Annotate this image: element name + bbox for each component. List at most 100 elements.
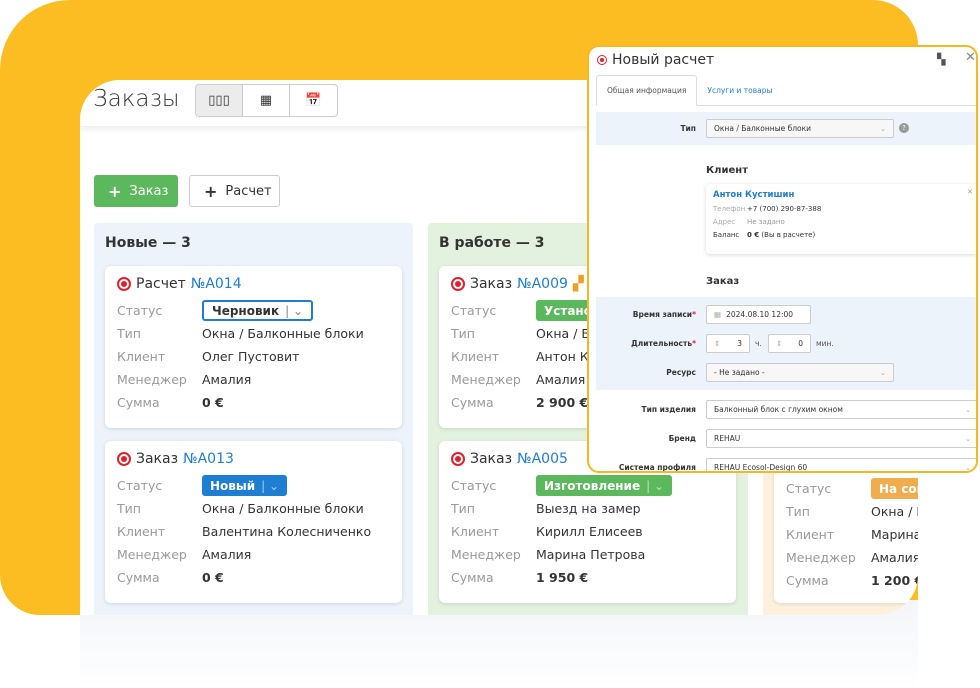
client-heading: Клиент — [706, 165, 748, 176]
status-dropdown[interactable]: Черновик | ⌄ — [202, 300, 314, 321]
type-value: Окна / Балконные блоки — [202, 326, 364, 341]
chevron-down-icon: ⌄ — [965, 463, 971, 472]
close-icon[interactable]: ✕ — [965, 50, 976, 65]
product-select[interactable]: Балконный блок с глухим окном ⌄ — [706, 400, 976, 419]
type-value: Окна / Балконные блоки — [202, 501, 364, 516]
plus-icon: + — [204, 181, 218, 201]
table-view-button[interactable]: ▦ — [243, 85, 290, 116]
balance-note: (Вы в расчете) — [761, 231, 816, 239]
tab-services-goods[interactable]: Услуги и товары — [707, 86, 773, 95]
status-label: Статус — [117, 303, 163, 318]
kanban-icon: ▯▯▯ — [208, 93, 230, 108]
plus-icon: + — [108, 181, 122, 201]
client-remove-icon[interactable]: ✕ — [967, 188, 973, 196]
order-card[interactable]: Заказ №A005 Статус Изготовление | ⌄ Тип Выезд … — [439, 441, 736, 603]
card-number-link[interactable]: №A009 — [517, 276, 568, 292]
status-value: Новый — [210, 478, 256, 493]
status-dropdown[interactable]: Новый | ⌄ — [202, 475, 288, 496]
profile-select[interactable]: REHAU Ecosol-Design 60 ⌄ — [706, 458, 976, 472]
card-kind: Заказ — [470, 451, 513, 467]
sum-label: Сумма — [451, 570, 494, 585]
card-title: Заказ №A009 ▞ — [451, 276, 724, 292]
client-label: Клиент — [117, 524, 166, 539]
status-label: Статус — [786, 481, 832, 496]
type-label: Тип — [451, 501, 475, 516]
hours-value: 3 — [737, 339, 742, 348]
status-value: Черновик — [212, 303, 280, 318]
modal-title: Новый расчет — [597, 52, 714, 68]
add-order-label: Заказ — [129, 183, 169, 199]
help-icon[interactable]: ? — [899, 123, 909, 133]
manager-value: Амалия — [202, 372, 252, 387]
client-value: Олег Пустовит — [202, 349, 300, 364]
phone-value: +7 (700) 290-87-388 — [747, 205, 822, 213]
manager-label: Менеджер — [451, 372, 521, 387]
resource-value: - Не задано - — [714, 368, 765, 377]
client-label: Клиент — [786, 527, 835, 542]
type-label: Тип — [117, 501, 141, 516]
add-order-button[interactable]: + Заказ — [94, 175, 178, 207]
sum-label: Сумма — [117, 570, 160, 585]
add-estimate-label: Расчет — [225, 183, 272, 199]
hours-stepper[interactable]: ⇕ 3 — [706, 334, 750, 353]
product-label: Тип изделия — [641, 405, 697, 414]
time-label: Время записи* — [632, 310, 696, 319]
sum-value: 2 900 € — [536, 395, 589, 410]
card-number-link[interactable]: №A005 — [517, 451, 568, 467]
type-label: Тип — [680, 124, 696, 133]
status-dropdown[interactable]: Изготовление | ⌄ — [536, 475, 673, 496]
manager-value: Амалия — [202, 547, 252, 562]
type-value: Выезд на замер — [536, 501, 641, 516]
qr-icon[interactable]: ▚ — [937, 53, 946, 66]
client-name-link[interactable]: Антон Кустишин — [713, 190, 795, 200]
page-title: Заказы — [93, 86, 180, 112]
chevron-down-icon: ⌄ — [880, 124, 886, 133]
card-kind: Заказ — [136, 451, 179, 467]
sum-value: 1 950 € — [536, 570, 589, 585]
kanban-column: Новые — 3 Расчет №A014 Статус Черновик | ⌄ Тип… — [94, 223, 413, 615]
column-title: В работе — 3 — [439, 235, 545, 251]
manager-label: Менеджер — [117, 547, 187, 562]
sum-value: 0 € — [202, 570, 224, 585]
profile-value: REHAU Ecosol-Design 60 — [714, 463, 808, 472]
time-value: 2024.08.10 12:00 — [726, 310, 794, 319]
minutes-stepper[interactable]: ⇕ 0 — [768, 334, 811, 353]
tab-general-info[interactable]: Общая информация — [596, 75, 698, 106]
chevron-down-icon: ⌄ — [965, 405, 971, 414]
brand-label: Бренд — [668, 434, 696, 443]
sum-value: 0 € — [202, 395, 224, 410]
client-label: Клиент — [117, 349, 166, 364]
status-value: Изготовление — [544, 478, 641, 493]
modal-tabs: Общая информация Услуги и товары — [596, 75, 976, 106]
type-label: Тип — [451, 326, 475, 341]
client-label: Клиент — [451, 349, 500, 364]
card-number-link[interactable]: №A013 — [183, 451, 234, 467]
profile-label: Система профиля — [618, 463, 696, 472]
status-label: Статус — [451, 303, 497, 318]
phone-label: Телефон — [713, 205, 746, 213]
card-number-link[interactable]: №A014 — [190, 276, 242, 292]
target-icon — [117, 452, 131, 466]
address-value: Не задано — [747, 218, 785, 226]
time-input[interactable]: ▦ 2024.08.10 12:00 — [706, 305, 811, 324]
type-select[interactable]: Окна / Балконные блоки ⌄ — [706, 119, 894, 138]
product-value: Балконный блок с глухим окном — [714, 405, 843, 414]
calendar-view-button[interactable]: 📅 — [290, 85, 337, 116]
manager-value: Амалия — [536, 372, 586, 387]
minutes-unit: мин. — [816, 339, 834, 348]
resource-label: Ресурс — [666, 368, 696, 377]
target-icon — [451, 452, 465, 466]
order-card[interactable]: Расчет №A014 Статус Черновик | ⌄ Тип Окна / Ба… — [105, 266, 402, 428]
resource-select[interactable]: - Не задано - ⌄ — [706, 363, 894, 382]
add-estimate-button[interactable]: + Расчет — [189, 175, 280, 207]
sum-value: 1 200 € — [871, 573, 918, 588]
sum-label: Сумма — [451, 395, 494, 410]
status-dropdown[interactable]: На согласовании| ⌄ — [871, 478, 918, 499]
client-value: Марина — [871, 527, 918, 542]
kanban-view-button[interactable]: ▯▯▯ — [196, 85, 243, 116]
client-label: Клиент — [451, 524, 500, 539]
sum-label: Сумма — [117, 395, 160, 410]
chevron-down-icon: | ⌄ — [261, 478, 280, 493]
order-card[interactable]: Заказ №A013 Статус Новый | ⌄ Тип Окна / Балкон… — [105, 441, 402, 603]
brand-select[interactable]: REHAU ⌄ — [706, 429, 976, 448]
